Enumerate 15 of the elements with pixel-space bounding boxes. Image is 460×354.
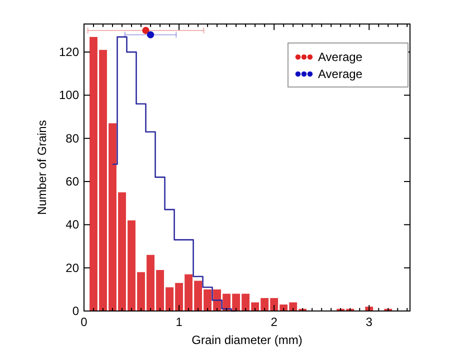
- legend-label: Average: [318, 67, 363, 81]
- y-tick-label: 0: [72, 304, 80, 318]
- x-tick-label: 3: [366, 315, 373, 329]
- x-tick-label: 2: [270, 315, 278, 329]
- x-tick-label: 1: [176, 315, 183, 329]
- y-tick-label: 100: [58, 88, 80, 102]
- y-tick-label: 40: [66, 218, 80, 232]
- y-tick-label: 80: [66, 131, 80, 146]
- y-tick-label: 20: [66, 260, 80, 275]
- y-tick-label: 60: [66, 174, 80, 189]
- y-tick-label: 120: [58, 45, 80, 60]
- x-tick-label: 0: [80, 315, 88, 329]
- x-axis-title: Grain diameter (mm): [192, 333, 302, 347]
- legend-label: Average: [318, 50, 363, 64]
- y-axis-title: Number of Grains: [35, 120, 49, 215]
